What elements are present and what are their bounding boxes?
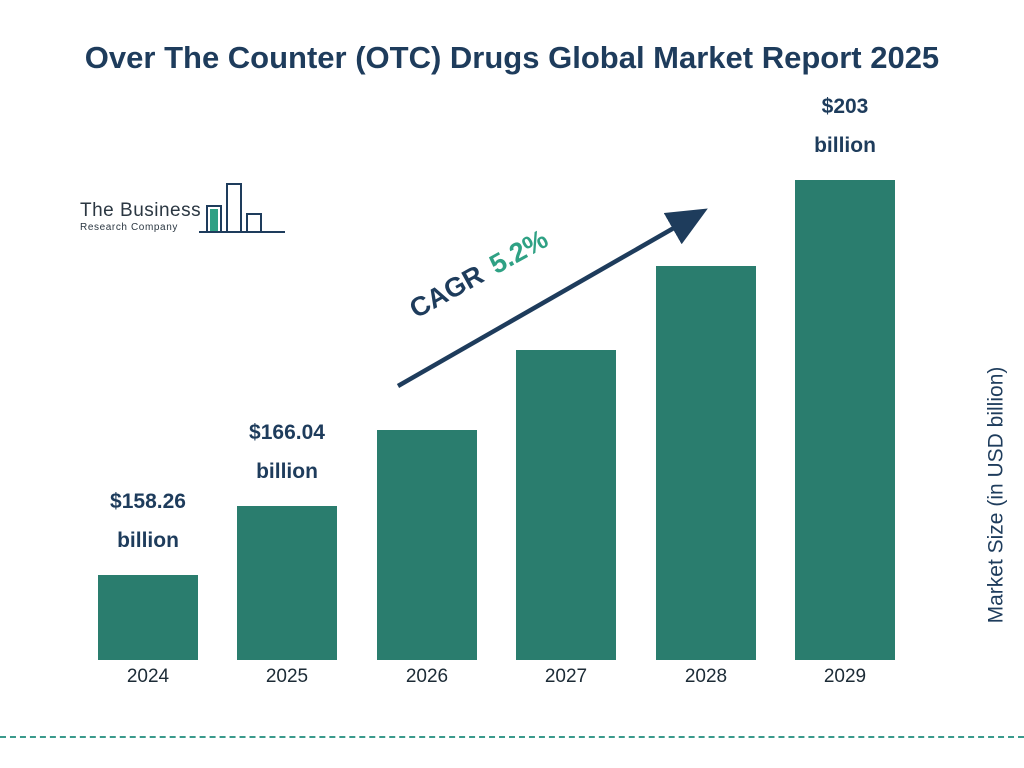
x-tick-2029: 2029	[823, 666, 867, 687]
value-label-2025: $166.04 billion	[249, 421, 325, 484]
y-axis-label-text: Market Size (in USD billion)	[984, 366, 1007, 624]
bar-2029	[795, 180, 895, 660]
value-label-2029: $203 billion	[814, 95, 876, 158]
x-tick-2028: 2028	[684, 666, 728, 687]
bottom-dashed-rule	[0, 736, 1024, 738]
cagr-value: 5.2%	[484, 223, 553, 280]
bar-2024	[98, 575, 198, 660]
cagr-prefix: CAGR	[404, 259, 489, 325]
x-tick-2027: 2027	[544, 666, 588, 687]
logo-text: The Business Research Company	[80, 200, 201, 233]
chart-title: Over The Counter (OTC) Drugs Global Mark…	[84, 40, 940, 75]
y-axis-label: Market Size (in USD billion)	[976, 330, 1016, 660]
bar-2028	[656, 266, 756, 660]
cagr-label: CAGR5.2%	[404, 224, 553, 325]
logo-line2: Research Company	[80, 222, 178, 233]
bar-2027	[516, 350, 616, 660]
bar-2026	[377, 430, 477, 660]
value-label-2024: $158.26 billion	[110, 490, 186, 553]
company-logo: The Business Research Company	[72, 178, 292, 248]
logo-line1: The Business	[80, 200, 202, 221]
logo-bars-icon	[197, 178, 292, 245]
bar-2025	[237, 506, 337, 660]
x-tick-2024: 2024	[126, 666, 170, 687]
x-tick-2025: 2025	[265, 666, 309, 687]
x-tick-2026: 2026	[405, 666, 449, 687]
